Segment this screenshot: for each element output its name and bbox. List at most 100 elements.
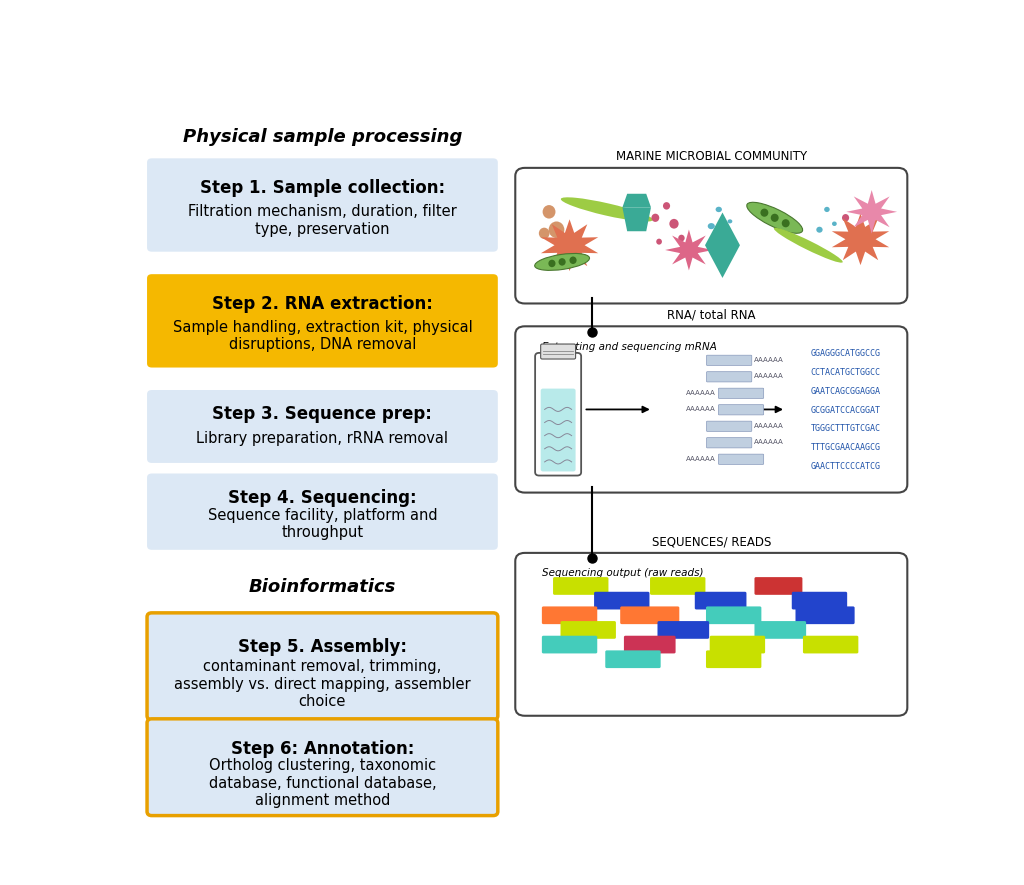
Ellipse shape [824,207,829,212]
Text: Sequencing output (raw reads): Sequencing output (raw reads) [543,568,703,578]
Text: Step 4. Sequencing:: Step 4. Sequencing: [228,489,417,507]
Text: Step 1. Sample collection:: Step 1. Sample collection: [200,179,445,197]
FancyBboxPatch shape [536,353,582,475]
Polygon shape [666,229,713,271]
Text: AAAAAA: AAAAAA [686,456,716,462]
Text: Bioinformatics: Bioinformatics [249,578,396,596]
FancyBboxPatch shape [707,421,752,431]
FancyBboxPatch shape [657,621,710,639]
FancyBboxPatch shape [707,438,752,448]
Ellipse shape [842,214,849,221]
Text: Step 3. Sequence prep:: Step 3. Sequence prep: [213,404,432,422]
FancyBboxPatch shape [541,389,575,472]
Text: AAAAAA: AAAAAA [754,440,784,445]
Polygon shape [623,194,651,207]
Ellipse shape [558,258,565,265]
FancyBboxPatch shape [796,606,855,624]
Polygon shape [541,219,598,271]
FancyBboxPatch shape [147,274,498,367]
FancyBboxPatch shape [710,635,765,653]
Ellipse shape [833,221,837,226]
FancyBboxPatch shape [515,327,907,493]
FancyBboxPatch shape [707,355,752,366]
Text: GAATCAGCGGAGGA: GAATCAGCGGAGGA [811,387,881,396]
FancyBboxPatch shape [560,621,615,639]
Ellipse shape [678,235,685,242]
Text: AAAAAA: AAAAAA [754,423,784,429]
FancyBboxPatch shape [594,592,649,610]
Text: Physical sample processing: Physical sample processing [182,127,462,146]
Text: Filtration mechanism, duration, filter
type, preservation: Filtration mechanism, duration, filter t… [188,204,457,236]
Ellipse shape [543,205,555,219]
Ellipse shape [728,219,732,223]
FancyBboxPatch shape [621,606,679,624]
Text: GGAGGGCATGGCCG: GGAGGGCATGGCCG [811,350,881,358]
FancyBboxPatch shape [706,650,762,668]
FancyBboxPatch shape [147,473,498,550]
Ellipse shape [663,202,670,210]
FancyBboxPatch shape [803,635,858,653]
Text: Step 6: Annotation:: Step 6: Annotation: [230,741,414,758]
FancyBboxPatch shape [719,389,764,398]
FancyBboxPatch shape [147,719,498,816]
Text: RNA/ total RNA: RNA/ total RNA [667,309,756,322]
Text: AAAAAA: AAAAAA [686,406,716,412]
Ellipse shape [716,207,722,212]
Ellipse shape [651,213,659,222]
Text: CCTACATGCTGGCC: CCTACATGCTGGCC [811,368,881,377]
FancyBboxPatch shape [542,635,597,653]
FancyBboxPatch shape [755,621,806,639]
Polygon shape [623,207,651,231]
FancyBboxPatch shape [695,592,746,610]
Ellipse shape [708,223,715,229]
Text: Ortholog clustering, taxonomic
database, functional database,
alignment method: Ortholog clustering, taxonomic database,… [209,758,436,808]
Text: SEQUENCES/ READS: SEQUENCES/ READS [651,535,771,549]
Ellipse shape [761,209,768,217]
Ellipse shape [539,227,550,239]
Text: AAAAAA: AAAAAA [754,357,784,363]
Ellipse shape [561,197,653,221]
FancyBboxPatch shape [650,577,706,595]
Ellipse shape [549,221,564,238]
Polygon shape [706,212,740,278]
FancyBboxPatch shape [706,606,762,624]
Ellipse shape [670,219,679,228]
FancyBboxPatch shape [755,577,803,595]
Ellipse shape [774,227,843,263]
Ellipse shape [535,253,590,271]
Text: MARINE MICROBIAL COMMUNITY: MARINE MICROBIAL COMMUNITY [615,150,807,164]
FancyBboxPatch shape [553,577,608,595]
Ellipse shape [549,259,555,267]
Ellipse shape [656,239,662,244]
FancyBboxPatch shape [147,612,498,720]
Ellipse shape [816,227,822,233]
Text: Sample handling, extraction kit, physical
disruptions, DNA removal: Sample handling, extraction kit, physica… [173,320,472,352]
Text: AAAAAA: AAAAAA [686,390,716,396]
Text: AAAAAA: AAAAAA [754,373,784,380]
FancyBboxPatch shape [541,344,575,359]
Polygon shape [846,190,897,234]
Text: Library preparation, rRNA removal: Library preparation, rRNA removal [197,431,449,446]
FancyBboxPatch shape [147,390,498,463]
Text: GAACTTCCCCATCG: GAACTTCCCCATCG [811,462,881,471]
FancyBboxPatch shape [719,404,764,415]
Ellipse shape [746,203,803,234]
FancyBboxPatch shape [792,592,847,610]
Text: TGGGCTTTGTCGAC: TGGGCTTTGTCGAC [811,425,881,434]
Ellipse shape [771,213,778,222]
FancyBboxPatch shape [605,650,660,668]
Polygon shape [831,213,889,266]
Text: TTTGCGAACAAGCG: TTTGCGAACAAGCG [811,443,881,452]
Ellipse shape [781,219,790,227]
Text: contaminant removal, trimming,
assembly vs. direct mapping, assembler
choice: contaminant removal, trimming, assembly … [174,659,471,709]
FancyBboxPatch shape [542,606,597,624]
FancyBboxPatch shape [719,454,764,465]
Ellipse shape [569,257,577,264]
Text: Extracting and sequencing mRNA: Extracting and sequencing mRNA [543,342,717,351]
FancyBboxPatch shape [515,168,907,304]
Text: GCGGATCCACGGAT: GCGGATCCACGGAT [811,405,881,415]
Text: Step 2. RNA extraction:: Step 2. RNA extraction: [212,295,433,312]
FancyBboxPatch shape [515,553,907,716]
FancyBboxPatch shape [707,372,752,382]
Text: Sequence facility, platform and
throughput: Sequence facility, platform and throughp… [208,508,437,540]
